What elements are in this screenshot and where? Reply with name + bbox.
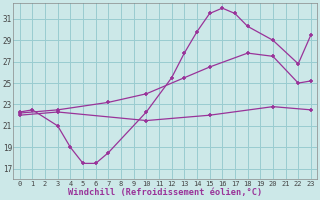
X-axis label: Windchill (Refroidissement éolien,°C): Windchill (Refroidissement éolien,°C) — [68, 188, 262, 197]
